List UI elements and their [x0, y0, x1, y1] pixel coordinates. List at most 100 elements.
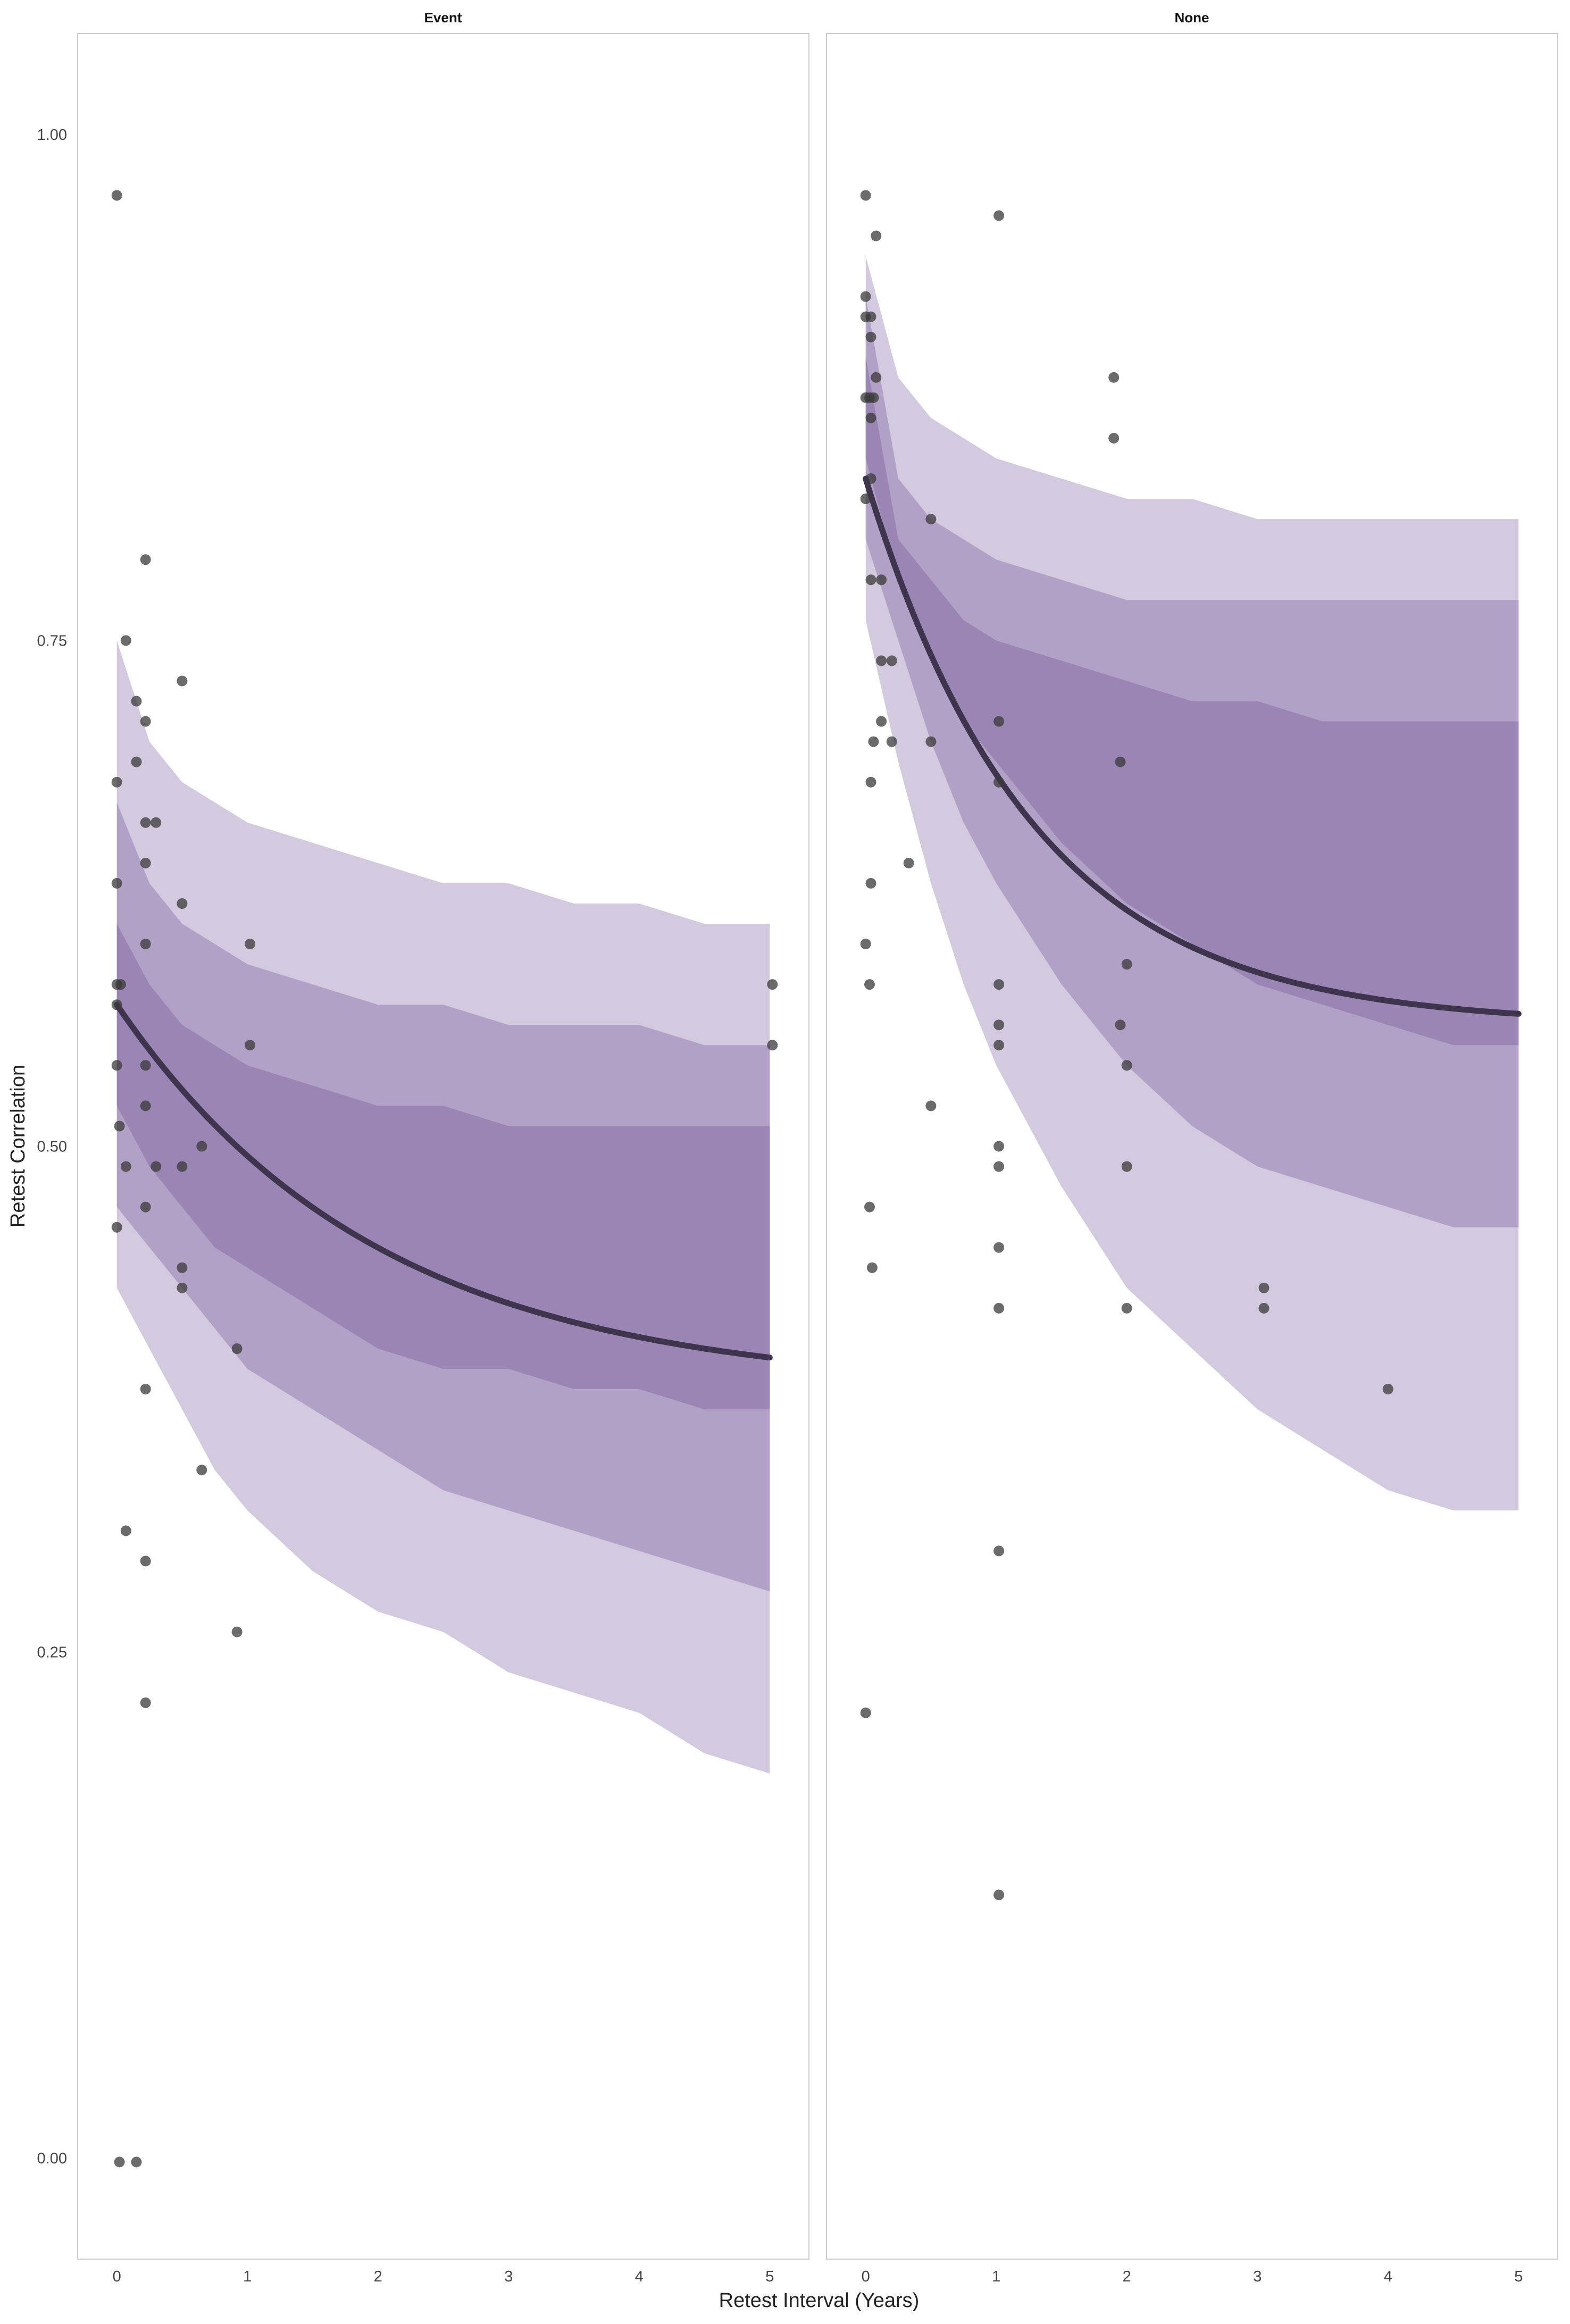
panel-none-data-point: [864, 1201, 875, 1213]
panel-event-data-point: [131, 696, 142, 707]
panel-event-data-point: [140, 1697, 151, 1708]
panel-none-data-point: [886, 736, 897, 747]
panel-none-data-point: [993, 210, 1005, 221]
panel-none-data-point: [865, 473, 876, 484]
panel-none-data-point: [868, 392, 879, 403]
panel-event-data-point: [114, 2156, 125, 2168]
panel-none-data-point: [876, 716, 887, 727]
panel-event-data-point: [140, 1384, 151, 1394]
panel-event-data-point: [120, 635, 131, 646]
panel-none-data-point: [925, 736, 937, 747]
x-tick-label: 2: [374, 2268, 382, 2285]
panel-none-data-point: [993, 1242, 1005, 1253]
panel-event-data-point: [140, 1556, 151, 1567]
panel-none-data-point: [993, 1890, 1005, 1901]
panel-event-data-point: [151, 817, 162, 828]
panel-event-band-inner: [116, 924, 770, 1410]
panel-none-data-point: [1258, 1282, 1270, 1293]
panel-none-data-point: [871, 372, 882, 383]
x-tick-label: 4: [1384, 2268, 1392, 2285]
panel-none-data-point: [860, 1707, 871, 1718]
panel-none-data-point: [1121, 959, 1132, 970]
panel-none-data-point: [925, 514, 937, 525]
y-tick-label: 0.75: [37, 632, 67, 649]
panel-none-data-point: [1121, 1060, 1132, 1071]
panel-none-data-point: [860, 291, 871, 302]
panel-event-title: Event: [424, 10, 462, 26]
panel-event-data-point: [177, 1161, 188, 1172]
panel-none-data-point: [925, 1100, 937, 1111]
panel-none-data-point: [1121, 1302, 1132, 1314]
x-tick-label: 4: [635, 2268, 644, 2285]
x-tick-label: 5: [1514, 2268, 1523, 2285]
panel-event-data-point: [177, 675, 188, 687]
panel-none-title: None: [1175, 10, 1209, 26]
panel-none-data-point: [993, 716, 1005, 727]
panel-event-data-point: [120, 1161, 131, 1172]
x-tick-label: 1: [992, 2268, 1000, 2285]
panel-event-data-point: [111, 1222, 122, 1233]
panel-none-data-point: [903, 857, 914, 868]
x-tick-label: 1: [243, 2268, 252, 2285]
panel-event-data-point: [111, 1060, 122, 1071]
panel-event-data-point: [140, 1201, 151, 1213]
y-tick-label: 1.00: [37, 127, 67, 144]
panel-none-data-point: [993, 1019, 1005, 1031]
panel-none-data-point: [871, 230, 882, 241]
panel-none-data-point: [876, 655, 887, 666]
panel-none-data-point: [1115, 756, 1126, 767]
x-tick-label: 0: [113, 2268, 121, 2285]
panel-none-data-point: [993, 1040, 1005, 1051]
panel-event-data-point: [177, 898, 188, 909]
panel-event-data-point: [114, 1121, 125, 1132]
panel-event-data-point: [111, 776, 122, 788]
x-axis-ticks: 0 1 2 3 4 5 0 1 2 3 4 5: [113, 2268, 1523, 2285]
panel-event-data-point: [767, 1040, 778, 1051]
panel-event-data-point: [196, 1141, 207, 1152]
panel-event-data-point: [140, 817, 151, 828]
panel-event-data-point: [177, 1282, 188, 1293]
panel-none-data-point: [993, 979, 1005, 990]
panel-none-data-point: [865, 776, 876, 788]
panel-event-data-point: [767, 979, 778, 990]
x-tick-label: 0: [862, 2268, 870, 2285]
panel-none-data-point: [1108, 432, 1120, 444]
panel-none-data-point: [1258, 1302, 1270, 1314]
panel-event-data-point: [231, 1626, 243, 1637]
panel-event-data-point: [140, 716, 151, 727]
panel-none-data-point: [886, 655, 897, 666]
panel-event-data-point: [231, 1343, 243, 1354]
panel-event-data-point: [111, 999, 122, 1010]
panel-none-data-point: [868, 736, 879, 747]
panel-event-data-point: [245, 939, 256, 949]
y-tick-label: 0.00: [37, 2150, 67, 2167]
panel-event-data-point: [177, 1262, 188, 1273]
panel-event-data-point: [140, 1060, 151, 1071]
x-tick-label: 3: [504, 2268, 513, 2285]
panel-event-data-point: [140, 939, 151, 949]
panel-none-data-point: [865, 412, 876, 423]
x-axis-title: Retest Interval (Years): [719, 2289, 920, 2312]
x-tick-label: 2: [1123, 2268, 1131, 2285]
panel-none-data-point: [866, 1262, 878, 1273]
x-tick-label: 5: [765, 2268, 774, 2285]
panel-event-data-point: [140, 857, 151, 868]
panel-event-data-point: [140, 1100, 151, 1111]
panel-none-band-inner: [865, 357, 1519, 1046]
panel-none-data-point: [993, 1141, 1005, 1152]
panel-event-data-point: [131, 2156, 142, 2168]
panel-none-data-point: [1382, 1384, 1393, 1394]
panel-none-data-point: [860, 939, 871, 949]
y-tick-label: 0.25: [37, 1644, 67, 1661]
y-tick-label: 0.50: [37, 1139, 67, 1156]
panel-event-data-point: [120, 1525, 131, 1536]
panel-none-data-point: [865, 331, 876, 342]
panel-event-plot-area: [111, 190, 778, 2168]
panel-none-data-point: [1115, 1019, 1126, 1031]
panel-none-data-point: [865, 311, 876, 322]
panel-none-data-point: [993, 776, 1005, 788]
panel-none-data-point: [993, 1545, 1005, 1557]
panel-none-plot-area: [860, 190, 1522, 1901]
panel-event-data-point: [111, 190, 122, 201]
